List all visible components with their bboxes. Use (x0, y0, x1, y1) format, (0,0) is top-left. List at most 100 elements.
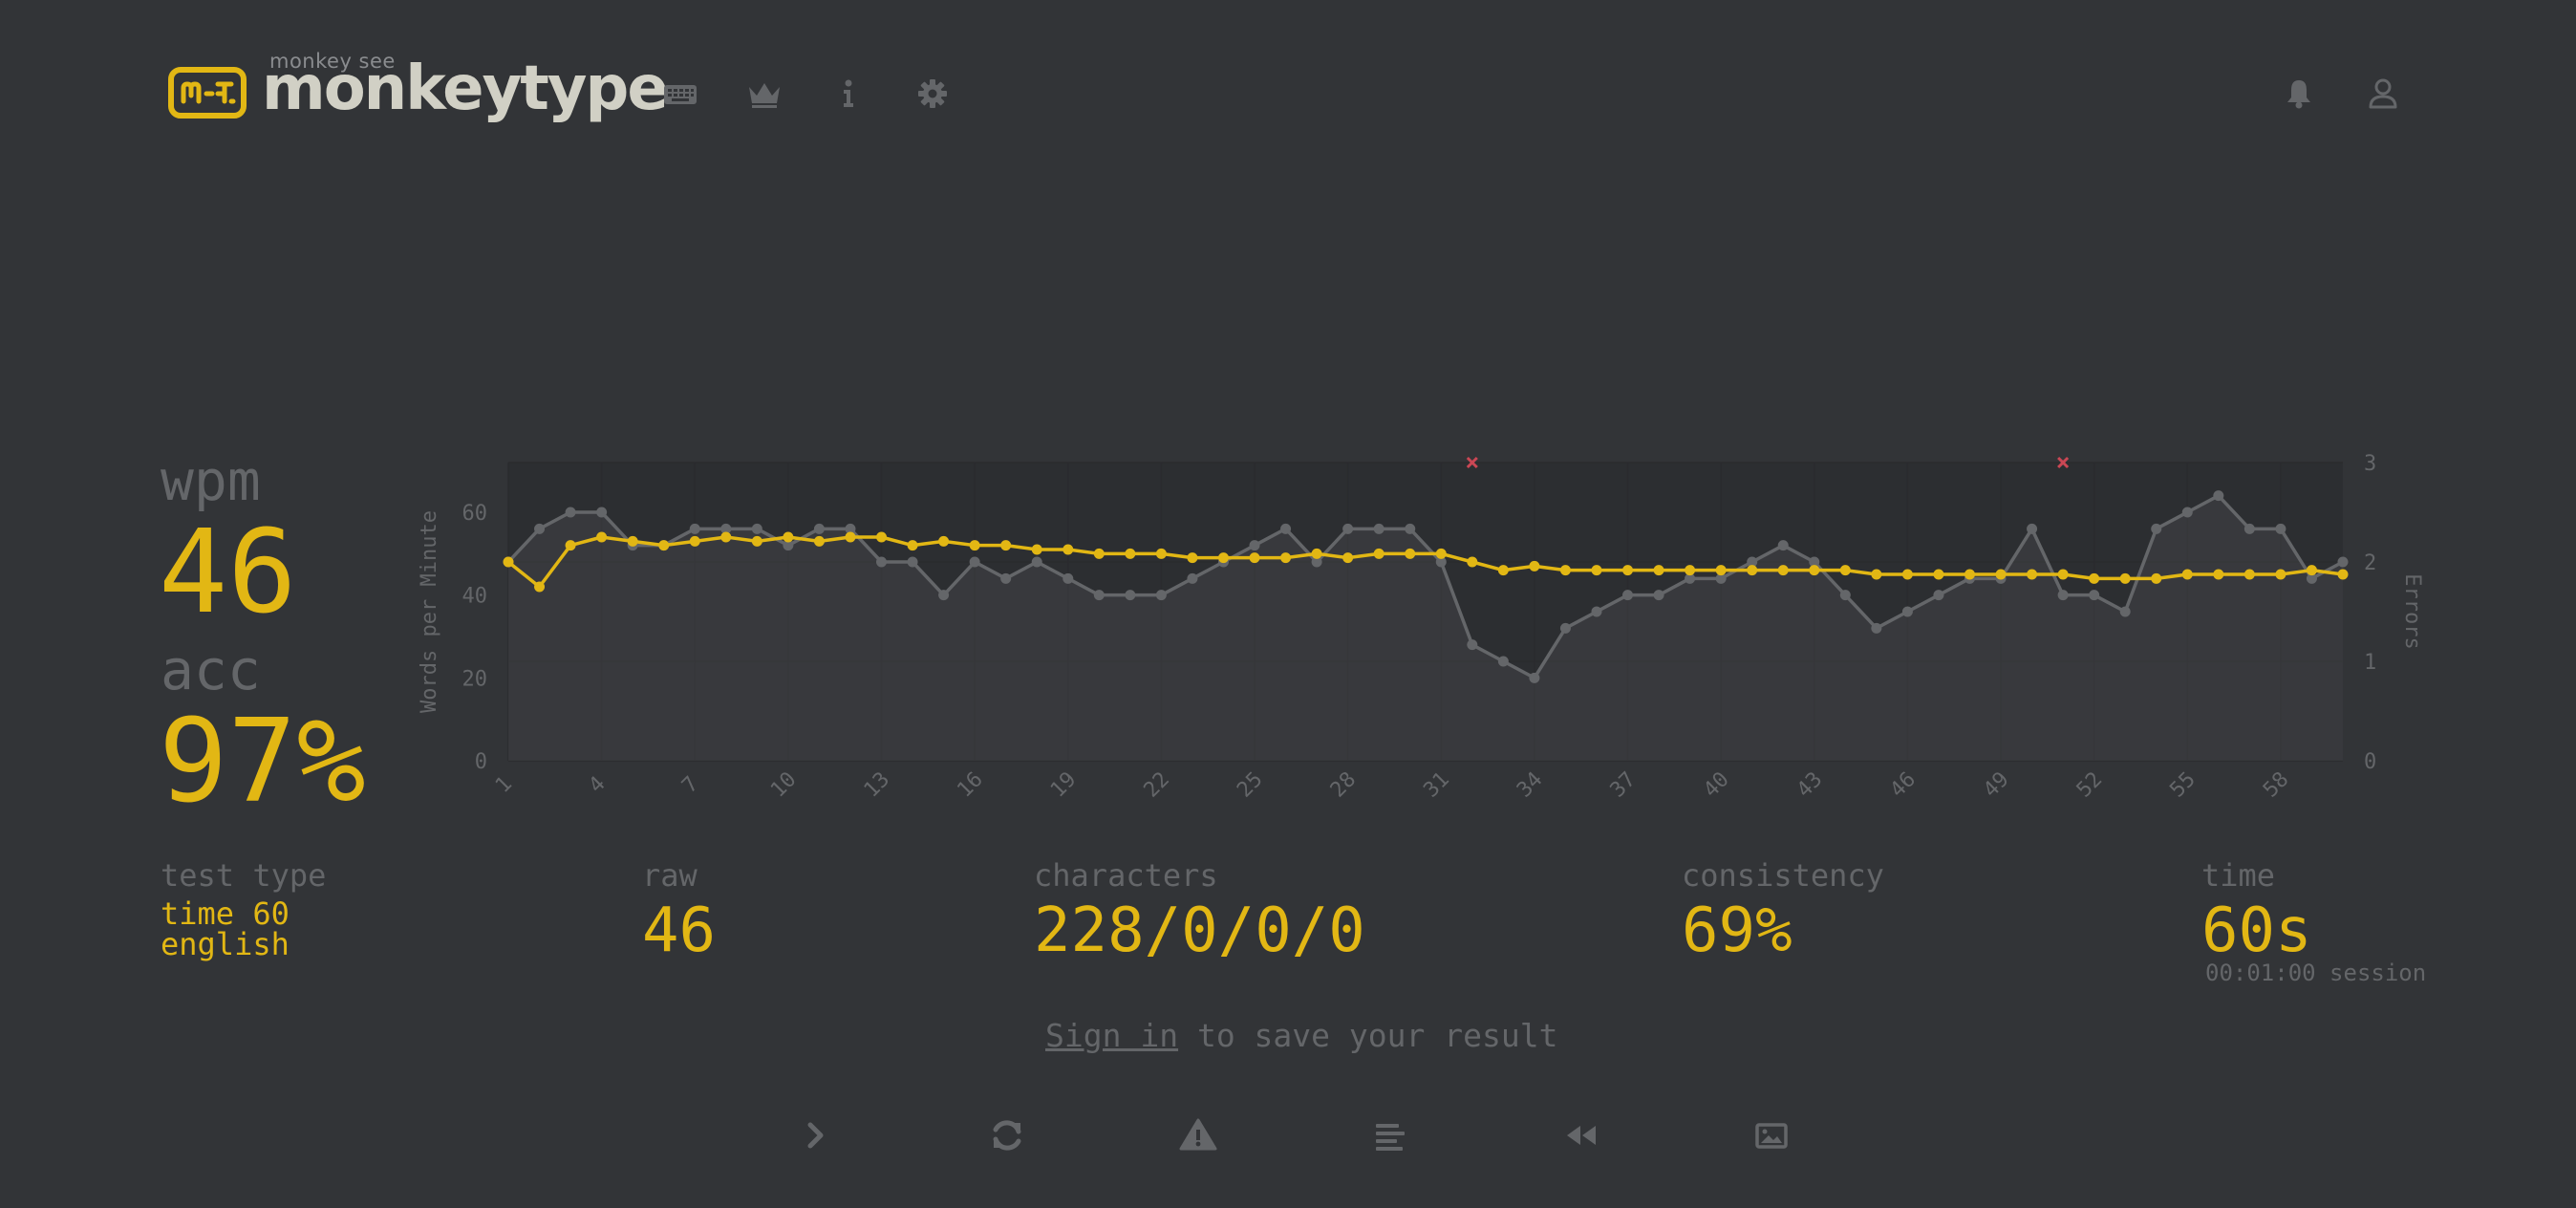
gear-icon[interactable] (912, 73, 954, 115)
chart-x-tick-label: 49 (1979, 767, 2013, 802)
monkeytype-logo-icon[interactable] (168, 67, 247, 119)
raw-value: 46 (642, 895, 717, 966)
chart-raw-point (2027, 523, 2038, 534)
chart-raw-point (1809, 556, 1820, 568)
chart-raw-point (1373, 523, 1385, 534)
chart-raw-point (1933, 590, 1944, 601)
chart-x-tick-label: 22 (1140, 767, 1174, 802)
chart-raw-point (1622, 590, 1634, 601)
chart-wpm-point (2243, 569, 2255, 580)
chart-wpm-point (2275, 569, 2286, 580)
chart-wpm-point (1187, 552, 1198, 564)
chart-y2-axis-title: Errors (2400, 573, 2424, 649)
brand-title[interactable]: monkeytype (262, 54, 669, 124)
chart-wpm-point (1529, 560, 1540, 572)
chart-wpm-point (1685, 565, 1696, 576)
chart-raw-point (1125, 590, 1136, 601)
chart-x-tick-label: 43 (1792, 767, 1827, 802)
chart-plot-area (508, 463, 2343, 761)
chart-y2-tick-label: 0 (2364, 750, 2376, 774)
chart-raw-point (1249, 540, 1260, 551)
chart-wpm-point (1342, 552, 1354, 564)
chart-wpm-point (1031, 544, 1042, 555)
chart-wpm-point (876, 531, 888, 543)
chart-raw-point (907, 556, 918, 568)
consistency-value: 69% (1682, 895, 1792, 966)
chart-raw-point (1063, 572, 1074, 584)
chart-wpm-point (907, 540, 918, 551)
chart-raw-point (1559, 622, 1571, 634)
chart-wpm-point (689, 535, 700, 547)
chart-raw-point (1031, 556, 1042, 568)
chart-x-tick-label: 19 (1046, 767, 1081, 802)
next-test-icon (807, 1122, 824, 1149)
chart-x-tick-label: 28 (1326, 767, 1361, 802)
wpm-value: 46 (159, 507, 297, 639)
words-history-button[interactable] (1366, 1112, 1412, 1158)
chart-wpm-point (751, 535, 762, 547)
chart-raw-point (876, 556, 888, 568)
chart-wpm-point (1871, 569, 1882, 580)
restart-button[interactable] (984, 1112, 1030, 1158)
chart-wpm-point (938, 535, 950, 547)
chart-wpm-point (720, 531, 732, 543)
brand-subtitle: monkey see (269, 50, 396, 73)
chart-x-tick-label: 37 (1606, 767, 1641, 802)
screenshot-button[interactable] (1749, 1112, 1794, 1158)
replay-button[interactable] (1557, 1112, 1603, 1158)
chart-raw-point (751, 523, 762, 534)
chart-wpm-point (1063, 544, 1074, 555)
signin-link[interactable]: Sign in (1045, 1017, 1179, 1054)
chart-raw-point (1497, 656, 1509, 667)
wpm-chart[interactable]: 0 20 40 60 0 1 2 3 1 4 7 10 13 16 19 22 25 28 31 34 37 40 43 46… (401, 442, 2465, 843)
chart-wpm-point (1715, 565, 1727, 576)
chart-wpm-point (1777, 565, 1789, 576)
chart-raw-point (596, 507, 608, 518)
screenshot-icon (1755, 1123, 1788, 1149)
chart-wpm-point (1622, 565, 1634, 576)
report-icon (1179, 1118, 1217, 1151)
test-type-mode: time 60 (161, 895, 290, 932)
chart-raw-point (1311, 556, 1322, 568)
chart-raw-point (938, 590, 950, 601)
chart-x-tick-label: 10 (766, 767, 801, 802)
test-type-label: test type (161, 857, 327, 894)
chart-x-tick-label: 55 (2165, 767, 2200, 802)
user-icon[interactable] (2362, 73, 2404, 115)
words-history-icon (1376, 1124, 1405, 1151)
chart-raw-point (1467, 639, 1478, 651)
accuracy-value: 97% (159, 696, 366, 829)
chart-raw-point (2057, 590, 2069, 601)
info-icon[interactable] (827, 73, 869, 115)
raw-label: raw (642, 857, 698, 894)
crown-icon[interactable] (743, 73, 785, 115)
chart-wpm-point (2057, 569, 2069, 580)
chart-wpm-point (1125, 548, 1136, 559)
chart-wpm-point (534, 581, 546, 593)
chart-raw-point (1653, 590, 1664, 601)
chart-raw-point (2213, 490, 2224, 502)
chart-raw-point (1405, 523, 1416, 534)
time-value: 60s (2201, 895, 2312, 966)
chart-wpm-point (813, 535, 825, 547)
chart-raw-point (1529, 672, 1540, 683)
chart-raw-point (1187, 572, 1198, 584)
chart-wpm-point (2181, 569, 2193, 580)
chart-wpm-point (1467, 556, 1478, 568)
characters-label: characters (1034, 857, 1218, 894)
chart-raw-point (1901, 606, 1913, 617)
chart-raw-point (2337, 556, 2349, 568)
chart-raw-point (2119, 606, 2131, 617)
chart-wpm-point (1217, 552, 1229, 564)
chart-raw-point (1747, 556, 1758, 568)
chart-wpm-point (783, 531, 794, 543)
next-test-button[interactable] (793, 1112, 839, 1158)
report-button[interactable] (1175, 1112, 1221, 1158)
bell-icon[interactable] (2278, 73, 2320, 115)
chart-wpm-point (1839, 565, 1851, 576)
chart-raw-area (508, 495, 2343, 761)
chart-x-tick-label: 40 (1699, 767, 1733, 802)
keyboard-icon[interactable] (659, 73, 701, 115)
chart-raw-point (2306, 572, 2317, 584)
chart-raw-point (534, 523, 546, 534)
